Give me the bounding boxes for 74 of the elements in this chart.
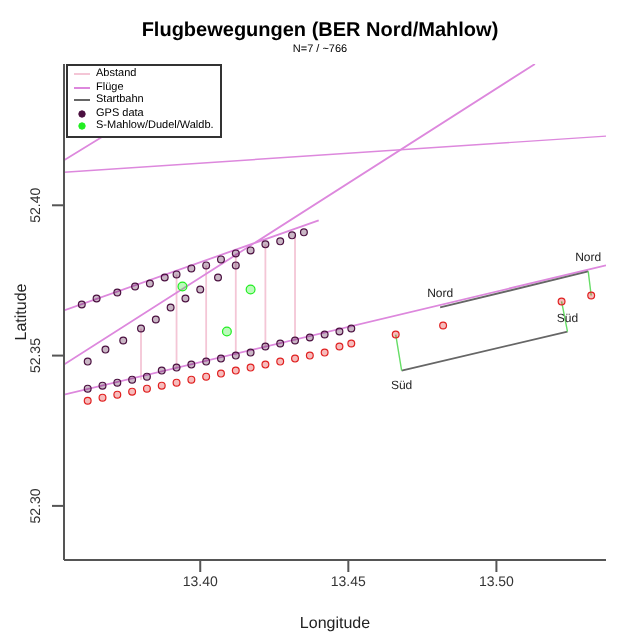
- point: [288, 231, 297, 240]
- point: [113, 378, 122, 387]
- point: [216, 255, 225, 264]
- point: [261, 360, 270, 369]
- point: [196, 285, 205, 294]
- point: [98, 393, 107, 402]
- point: [261, 240, 270, 249]
- point: [305, 333, 314, 342]
- point: [101, 345, 110, 354]
- point: [276, 339, 285, 348]
- point: [128, 375, 137, 384]
- point: [177, 281, 188, 292]
- point: [131, 282, 140, 291]
- point: [245, 284, 256, 295]
- point: [587, 291, 596, 300]
- point: [276, 357, 285, 366]
- point: [172, 363, 181, 372]
- chart-title: Flugbewegungen (BER Nord/Mahlow): [139, 20, 501, 42]
- point: [335, 327, 344, 336]
- point: [439, 321, 448, 330]
- point: [77, 300, 86, 309]
- point: [172, 270, 181, 279]
- point: [83, 396, 92, 405]
- point: [166, 303, 175, 312]
- point: [231, 366, 240, 375]
- point: [187, 360, 196, 369]
- point: [128, 387, 137, 396]
- point: [172, 378, 181, 387]
- point: [113, 390, 122, 399]
- point: [291, 336, 300, 345]
- point: [202, 261, 211, 270]
- point: [202, 357, 211, 366]
- point: [181, 294, 190, 303]
- point: [391, 330, 400, 339]
- point: [142, 384, 151, 393]
- point: [231, 249, 240, 258]
- point: [214, 273, 223, 282]
- point: [187, 264, 196, 273]
- point: [320, 348, 329, 357]
- point: [145, 279, 154, 288]
- point: [142, 372, 151, 381]
- point: [231, 351, 240, 360]
- y-axis-title: Latitude: [11, 282, 30, 341]
- point: [246, 246, 255, 255]
- x-axis-title: Longitude: [299, 614, 372, 632]
- point: [98, 381, 107, 390]
- point: [157, 381, 166, 390]
- point: [320, 330, 329, 339]
- point: [119, 336, 128, 345]
- point: [216, 354, 225, 363]
- point: [246, 363, 255, 372]
- point: [231, 261, 240, 270]
- point: [137, 324, 146, 333]
- point: [557, 297, 566, 306]
- point: [202, 372, 211, 381]
- point: [157, 366, 166, 375]
- point: [347, 324, 356, 333]
- point: [305, 351, 314, 360]
- point: [221, 326, 232, 337]
- point: [246, 348, 255, 357]
- point: [83, 384, 92, 393]
- point: [216, 369, 225, 378]
- point: [187, 375, 196, 384]
- point: [261, 342, 270, 351]
- point: [335, 342, 344, 351]
- point: [151, 315, 160, 324]
- point: [276, 237, 285, 246]
- point: [160, 273, 169, 282]
- point: [92, 294, 101, 303]
- point: [347, 339, 356, 348]
- point: [299, 228, 308, 237]
- point: [291, 354, 300, 363]
- point: [83, 357, 92, 366]
- point: [113, 288, 122, 297]
